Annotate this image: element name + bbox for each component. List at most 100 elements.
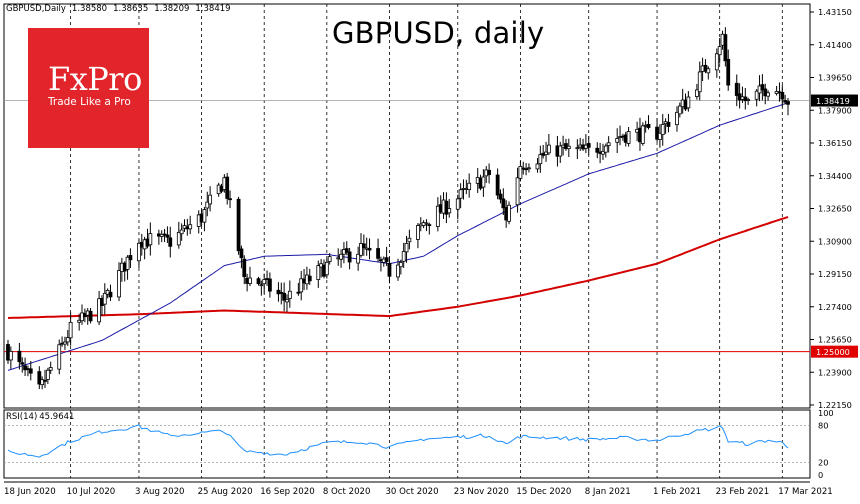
candle-body bbox=[780, 91, 785, 100]
ohlc-high: 1.38635 bbox=[113, 4, 149, 14]
candle-body bbox=[723, 34, 728, 62]
x-tick-label: 10 Jul 2020 bbox=[67, 487, 116, 497]
candle-body bbox=[359, 243, 363, 256]
y-tick-label: 1.23900 bbox=[818, 367, 852, 377]
candle-body bbox=[356, 253, 361, 264]
candle-body bbox=[786, 101, 790, 105]
candle-body bbox=[347, 251, 352, 263]
candle-body bbox=[435, 205, 440, 227]
candle-body bbox=[108, 291, 113, 298]
current-price-label-box bbox=[811, 94, 858, 107]
candle-body bbox=[327, 256, 332, 262]
candle-body bbox=[726, 58, 731, 86]
candle-body bbox=[307, 275, 312, 282]
candle-body bbox=[248, 277, 252, 284]
candle-body bbox=[566, 145, 571, 150]
x-tick-label: 15 Dec 2020 bbox=[516, 487, 571, 497]
candle-body bbox=[601, 150, 605, 155]
candle-body bbox=[384, 257, 389, 262]
candle-body bbox=[714, 53, 719, 71]
candle-body bbox=[467, 182, 472, 191]
candle-body bbox=[686, 96, 691, 109]
candle-body bbox=[544, 151, 548, 155]
candle-body bbox=[45, 369, 50, 380]
y-tick-label: 1.30900 bbox=[818, 236, 852, 246]
candle-body bbox=[285, 299, 289, 303]
candle-body bbox=[660, 124, 665, 135]
candle-body bbox=[766, 92, 770, 97]
candle-body bbox=[148, 233, 153, 246]
rsi-line bbox=[7, 424, 789, 458]
candle-body bbox=[703, 64, 708, 72]
candle-body bbox=[117, 270, 121, 298]
y-tick-label: 1.36150 bbox=[818, 138, 852, 148]
candle-body bbox=[666, 121, 671, 127]
x-tick-label: 23 Feb 2021 bbox=[716, 487, 769, 497]
candle-body bbox=[458, 189, 463, 199]
candle-body bbox=[202, 209, 207, 223]
candle-body bbox=[575, 147, 580, 150]
candle-body bbox=[706, 68, 711, 74]
candle-body bbox=[208, 194, 213, 205]
level-label: 1.25000 bbox=[816, 347, 850, 357]
candle-body bbox=[416, 225, 420, 240]
candle-body bbox=[97, 298, 101, 323]
x-tick-label: 1 Feb 2021 bbox=[653, 487, 701, 497]
candle-body bbox=[626, 131, 631, 144]
candle-body bbox=[615, 138, 620, 143]
candle-body bbox=[398, 262, 403, 268]
candle-body bbox=[640, 125, 645, 144]
rsi-tick-label: 80 bbox=[818, 420, 828, 430]
candle-body bbox=[28, 368, 33, 374]
y-tick-label: 1.29150 bbox=[818, 269, 852, 279]
candle-body bbox=[695, 89, 699, 97]
candle-body bbox=[447, 208, 452, 214]
rsi-tick-label: 0 bbox=[818, 470, 823, 480]
candle-body bbox=[427, 224, 432, 227]
candle-body bbox=[754, 90, 759, 100]
candle-body bbox=[367, 247, 372, 251]
candle-body bbox=[125, 256, 130, 270]
candle-body bbox=[88, 310, 93, 322]
candle-body bbox=[376, 248, 380, 259]
y-tick-label: 1.43150 bbox=[818, 7, 852, 17]
candle-body bbox=[546, 144, 551, 154]
candle-body bbox=[17, 350, 22, 363]
candle-body bbox=[267, 278, 272, 292]
x-tick-label: 30 Oct 2020 bbox=[385, 487, 438, 497]
candle-body bbox=[77, 319, 82, 323]
candle-body bbox=[102, 292, 107, 305]
rsi-label: RSI(14) 45.9641 bbox=[6, 412, 76, 422]
candle-body bbox=[68, 321, 73, 339]
candle-body bbox=[455, 198, 460, 210]
candle-body bbox=[361, 243, 366, 249]
y-tick-label: 1.37900 bbox=[818, 105, 852, 115]
candle-body bbox=[646, 124, 651, 128]
candle-body bbox=[324, 261, 329, 276]
y-tick-label: 1.22150 bbox=[818, 400, 852, 410]
candle-body bbox=[424, 222, 429, 225]
candle-body bbox=[20, 362, 25, 365]
candle-body bbox=[225, 176, 230, 199]
candle-body bbox=[487, 169, 491, 175]
candle-body bbox=[236, 198, 241, 252]
candle-body bbox=[717, 46, 722, 56]
candle-body bbox=[498, 193, 503, 200]
candle-body bbox=[481, 176, 486, 188]
candle-body bbox=[401, 251, 406, 262]
candle-body bbox=[205, 201, 210, 209]
candle-body bbox=[137, 242, 141, 262]
candle-body bbox=[262, 279, 267, 285]
symbol-header: GBPUSD,Daily 1.38580 1.38635 1.38209 1.38419 bbox=[6, 4, 237, 14]
x-tick-label: 23 Nov 2020 bbox=[454, 487, 509, 497]
candle-body bbox=[444, 200, 449, 215]
candle-body bbox=[515, 177, 520, 206]
candle-body bbox=[287, 290, 292, 299]
candle-body bbox=[23, 365, 27, 371]
candle-body bbox=[677, 105, 682, 115]
x-tick-label: 25 Aug 2020 bbox=[198, 487, 253, 497]
y-tick-label: 1.25650 bbox=[818, 335, 852, 345]
candle-body bbox=[760, 84, 765, 91]
candle-body bbox=[746, 99, 751, 101]
